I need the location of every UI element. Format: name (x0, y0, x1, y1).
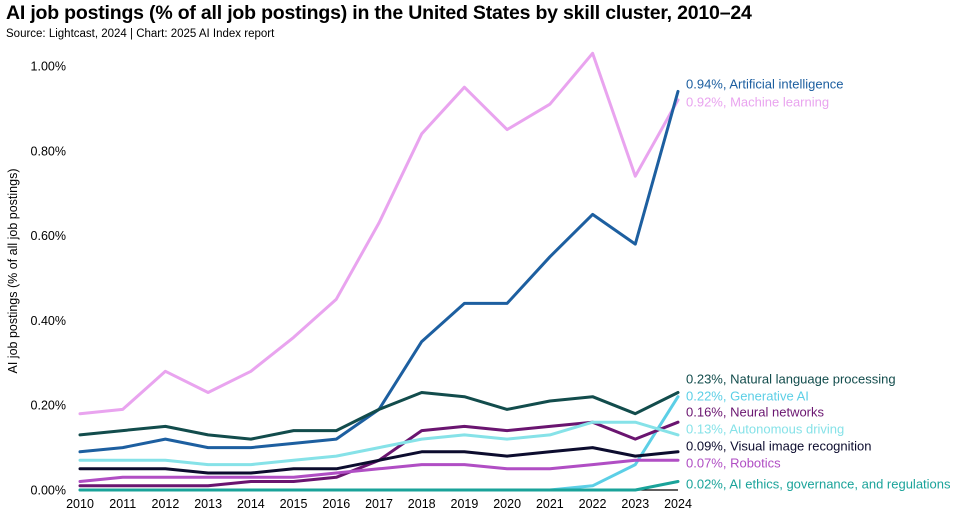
y-tick-label: 0.40% (31, 314, 66, 328)
y-tick-label: 1.00% (31, 60, 66, 74)
x-tick-label: 2017 (365, 497, 393, 511)
series-end-label: 0.07%, Robotics (686, 456, 781, 471)
series-line (78, 446, 680, 475)
x-tick-label: 2024 (664, 497, 692, 511)
series-end-label: 0.09%, Visual image recognition (686, 439, 872, 454)
x-tick-label: 2023 (621, 497, 649, 511)
chart-series-lines (78, 51, 680, 492)
x-tick-label: 2021 (536, 497, 564, 511)
y-tick-label: 0.20% (31, 399, 66, 413)
x-tick-label: 2014 (237, 497, 265, 511)
x-tick-label: 2022 (579, 497, 607, 511)
x-tick-label: 2013 (194, 497, 222, 511)
series-end-label: 0.13%, Autonomous driving (686, 422, 844, 437)
series-line (78, 391, 680, 441)
series-end-label: 0.16%, Neural networks (686, 405, 825, 420)
series-end-label: 0.92%, Machine learning (686, 95, 829, 110)
series-line (78, 420, 680, 467)
series-line (78, 51, 680, 416)
y-tick-label: 0.00% (31, 484, 66, 498)
series-line (78, 458, 680, 483)
chart-end-labels: 0.92%, Machine learning 0.94%, Artificial… (686, 77, 951, 492)
x-tick-label: 2012 (152, 497, 180, 511)
chart-title: AI job postings (% of all job postings) … (6, 2, 752, 24)
series-line (78, 480, 680, 492)
x-tick-label: 2010 (66, 497, 94, 511)
x-tick-label: 2011 (109, 497, 136, 511)
series-end-label: 0.02%, AI ethics, governance, and regula… (686, 477, 951, 492)
x-tick-label: 2015 (280, 497, 308, 511)
x-tick-label: 2020 (493, 497, 521, 511)
series-end-label: 0.22%, Generative AI (686, 389, 809, 404)
chart-subtitle: Source: Lightcast, 2024 | Chart: 2025 AI… (6, 28, 275, 40)
y-axis-label: AI job postings (% of all job postings) (6, 169, 20, 374)
x-tick-label: 2016 (322, 497, 350, 511)
y-tick-label: 0.60% (31, 229, 66, 243)
x-tick-label: 2018 (408, 497, 436, 511)
chart-axes: 0.00% 0.20% 0.40% 0.60% 0.80% 1.00% 2010 2011 20… (31, 60, 692, 512)
x-tick-label: 2019 (451, 497, 479, 511)
y-tick-label: 0.80% (31, 144, 66, 158)
series-end-label: 0.23%, Natural language processing (686, 372, 896, 387)
series-end-label: 0.94%, Artificial intelligence (686, 77, 844, 92)
